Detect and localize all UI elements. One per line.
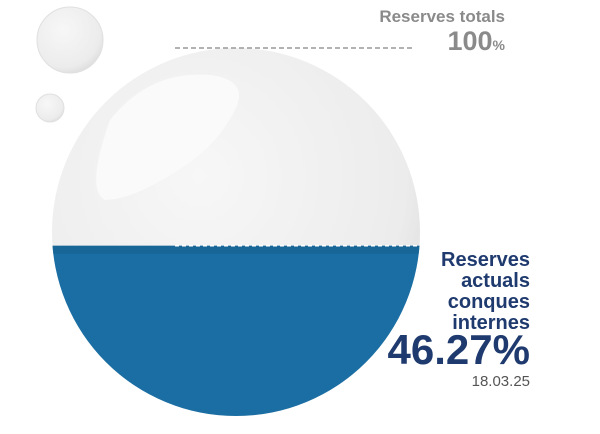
level-label: actuals: [461, 270, 530, 292]
water: [52, 245, 420, 416]
bubble: [35, 93, 65, 123]
water-group: [52, 245, 420, 416]
total-unit: %: [493, 37, 506, 53]
total-value: 100%: [447, 26, 505, 56]
date: 18.03.25: [472, 373, 530, 390]
level-label: internes: [452, 312, 530, 334]
level-label: conques: [448, 291, 530, 313]
water-surface: [52, 245, 420, 254]
total-number: 100: [447, 26, 492, 56]
total-label: Reserves totals: [379, 7, 505, 26]
highlight: [96, 74, 240, 200]
level-label: Reserves: [441, 249, 530, 271]
value-label: 46.27%: [388, 326, 530, 373]
bubble: [36, 6, 104, 74]
